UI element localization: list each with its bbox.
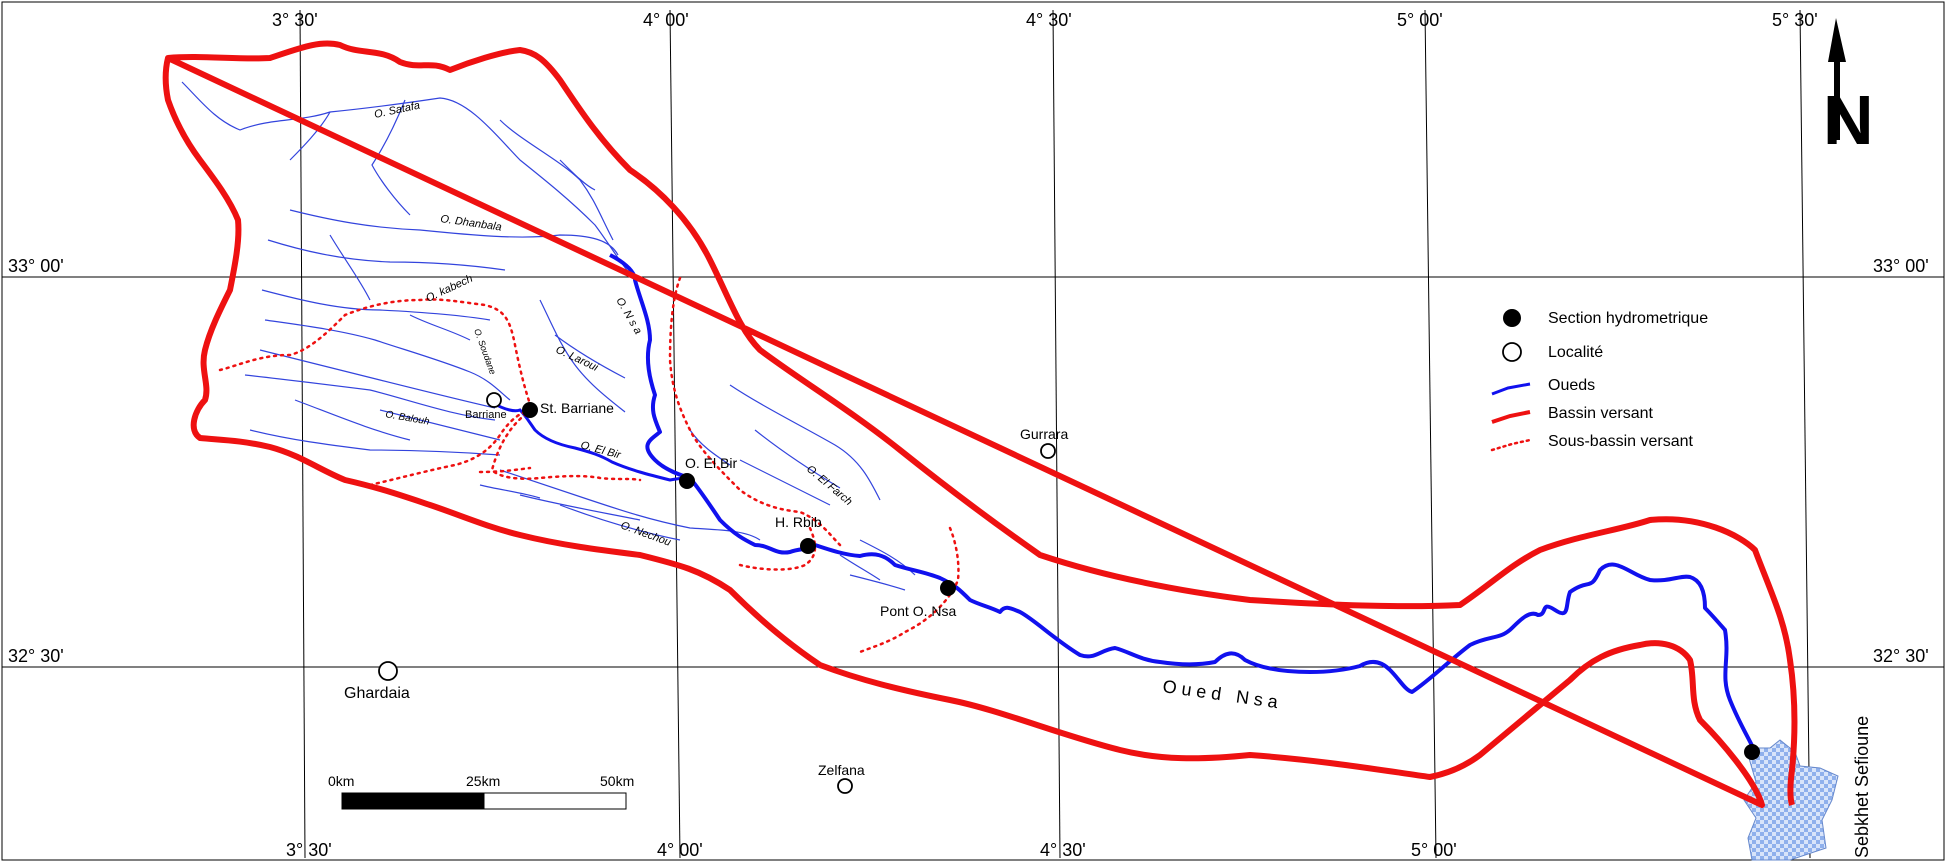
right-label-32-30: 32° 30' xyxy=(1873,646,1929,666)
oued-nsa-main-river xyxy=(609,253,1757,753)
localities xyxy=(378,392,1056,794)
graticule xyxy=(2,9,1944,859)
locality-zelfana xyxy=(837,778,853,794)
scale-label-50: 50km xyxy=(600,773,634,789)
label-o-dhanbala: O. Dhanbala xyxy=(440,213,503,233)
place-labels: Barriane St. Barriane O. El Bir H. Rbib … xyxy=(344,400,1872,858)
sous-bassin-boundaries xyxy=(218,276,960,654)
bottom-label-5-00: 5° 00' xyxy=(1411,840,1457,860)
label-o-nechou: O. Nechou xyxy=(619,520,673,549)
wadi-labels: O. Satafa O. Dhanbala O. kabech O. Souda… xyxy=(373,100,1280,713)
locality-barriane xyxy=(486,392,502,408)
scale-label-25: 25km xyxy=(466,773,500,789)
top-label-4-30: 4° 30' xyxy=(1026,10,1072,30)
legend-locality-label: Localité xyxy=(1548,344,1603,361)
label-o-el-bir: O. El Bir xyxy=(579,439,623,462)
meridian-4-00 xyxy=(669,9,681,859)
scale-bar: 0km 25km 50km xyxy=(328,773,634,810)
legend-basin-icon xyxy=(1491,410,1531,424)
legend-subbasin-label: Sous-bassin versant xyxy=(1548,433,1694,450)
top-label-5-30: 5° 30' xyxy=(1772,10,1818,30)
legend-wadi-label: Oueds xyxy=(1548,377,1595,394)
label-station-o-el-bir: O. El Bir xyxy=(685,455,737,471)
station-st-barriane xyxy=(522,402,538,418)
station-h-rbib xyxy=(800,538,816,554)
legend-station-label: Section hydrometrique xyxy=(1548,310,1708,327)
legend-subbasin-icon xyxy=(1490,438,1532,452)
locality-gurrara xyxy=(1040,443,1056,459)
label-gurrara: Gurrara xyxy=(1020,426,1068,442)
station-pont-o-nsa xyxy=(940,580,956,596)
label-o-balouh: O. Balouh xyxy=(384,409,430,428)
label-h-rbib: H. Rbib xyxy=(775,514,822,530)
scale-label-0: 0km xyxy=(328,773,354,789)
top-label-3-30: 3° 30' xyxy=(272,10,318,30)
label-o-nsa: O. N s a xyxy=(613,296,644,337)
scale-bar-black xyxy=(341,792,485,810)
legend-locality-icon xyxy=(1502,342,1522,362)
legend: Section hydrometrique Localité Oueds Bas… xyxy=(1490,309,1708,452)
legend-station-icon xyxy=(1503,309,1521,327)
label-st-barriane: St. Barriane xyxy=(540,400,614,416)
grid-labels: 3° 30' 4° 00' 4° 30' 5° 00' 5° 30' 3° 30… xyxy=(8,10,1929,860)
station-o-el-bir xyxy=(679,473,695,489)
left-label-32-30: 32° 30' xyxy=(8,646,64,666)
meridian-5-00 xyxy=(1424,9,1437,859)
label-o-soudane: O. Soudane xyxy=(472,327,498,376)
meridian-4-30 xyxy=(1052,9,1061,859)
label-zelfana: Zelfana xyxy=(818,762,865,778)
right-label-33-00: 33° 00' xyxy=(1873,256,1929,276)
label-o-laroui: O. Laroui xyxy=(554,344,601,374)
north-letter: N xyxy=(1823,81,1874,159)
bottom-label-3-30: 3° 30' xyxy=(286,840,332,860)
label-ghardaia: Ghardaia xyxy=(344,685,410,702)
top-label-5-00: 5° 00' xyxy=(1397,10,1443,30)
meridian-5-30 xyxy=(1799,9,1811,859)
hydrometric-stations xyxy=(522,402,1760,760)
legend-wadi-icon xyxy=(1491,382,1531,396)
label-o-el-farch: O. El Farch xyxy=(804,463,854,508)
scale-bar-white xyxy=(483,792,627,810)
meridian-3-30 xyxy=(299,9,306,859)
bottom-label-4-00: 4° 00' xyxy=(657,840,703,860)
station-sebkhet xyxy=(1744,744,1760,760)
label-sebkhet-sefioune: Sebkhet Sefioune xyxy=(1852,716,1872,858)
top-label-4-00: 4° 00' xyxy=(643,10,689,30)
bottom-label-4-30: 4° 30' xyxy=(1040,840,1086,860)
legend-basin-label: Bassin versant xyxy=(1548,405,1653,422)
label-oued-nsa: O u e d N s a xyxy=(1161,676,1280,712)
left-label-33-00: 33° 00' xyxy=(8,256,64,276)
locality-ghardaia xyxy=(378,661,398,681)
label-barriane: Barriane xyxy=(465,409,507,421)
tributaries xyxy=(181,81,916,591)
north-arrow: N xyxy=(1823,18,1874,159)
north-arrow-icon xyxy=(1828,18,1846,140)
label-pont-o-nsa: Pont O. Nsa xyxy=(880,603,956,619)
bassin-versant-boundary xyxy=(162,40,1798,808)
